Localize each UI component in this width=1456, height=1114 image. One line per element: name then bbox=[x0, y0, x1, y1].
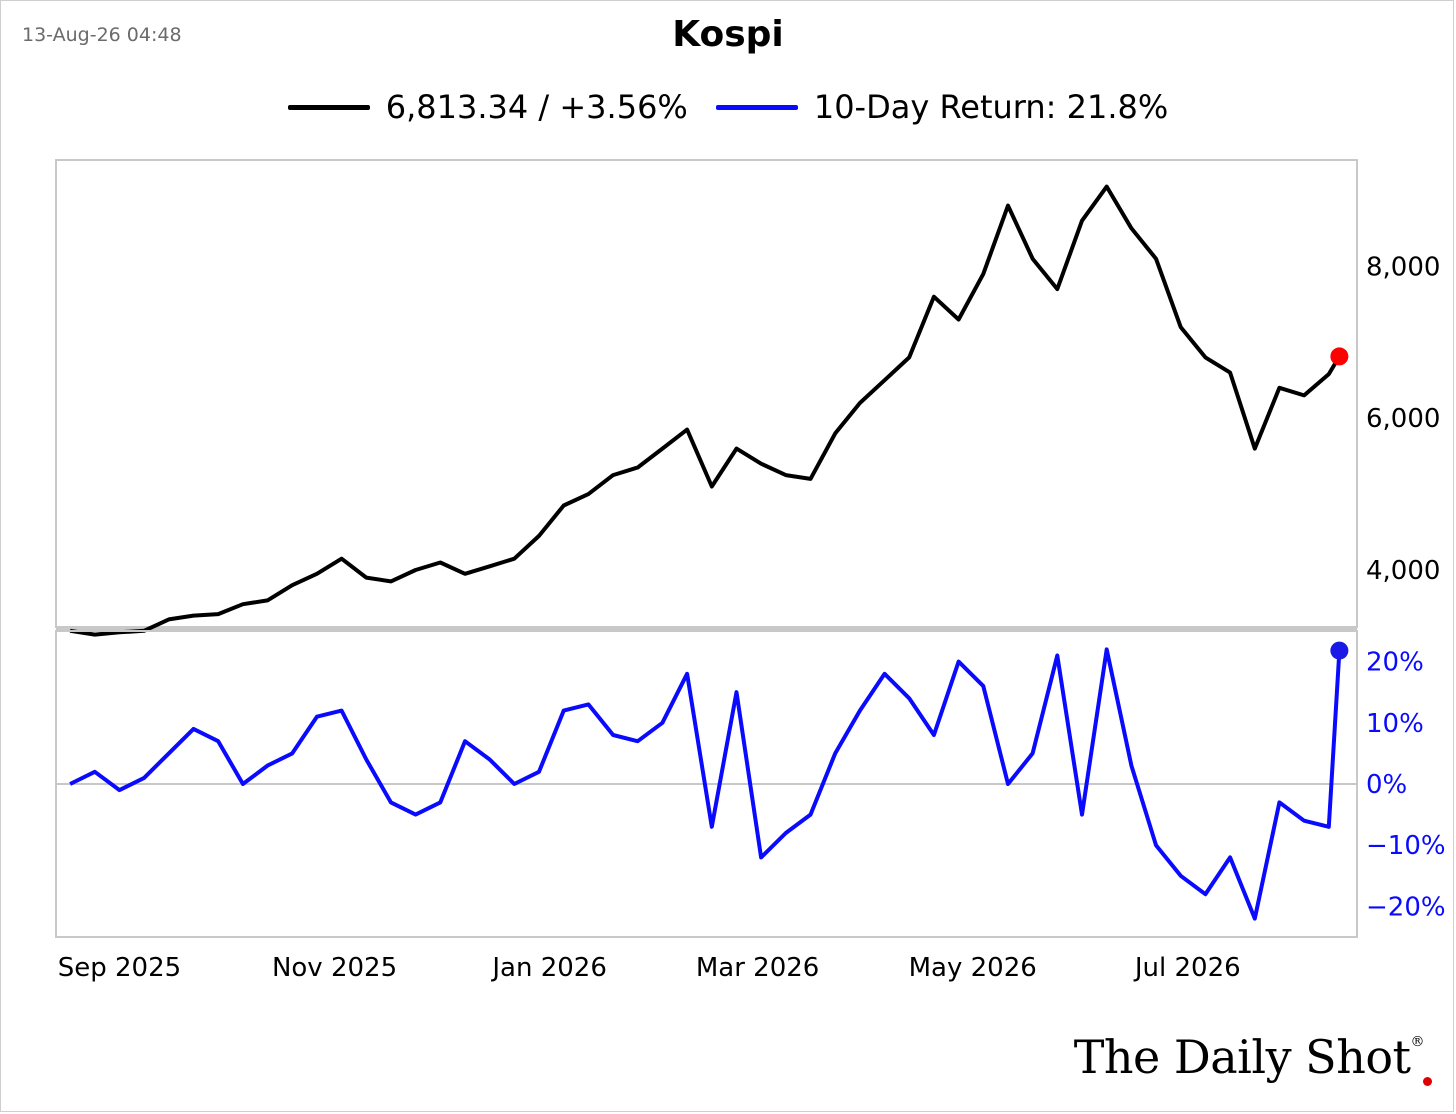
x-tick-label: May 2026 bbox=[909, 953, 1037, 983]
timestamp: 13-Aug-26 04:48 bbox=[22, 24, 182, 46]
legend-label-price: 6,813.34 / +3.56% bbox=[385, 88, 688, 126]
return-series-line bbox=[69, 647, 1342, 921]
legend: 6,813.34 / +3.56% 10-Day Return: 21.8% bbox=[0, 88, 1456, 126]
chart-title: Kospi bbox=[672, 14, 784, 55]
return-panel: 20% 10% 0% −10% −20% bbox=[55, 630, 1446, 938]
logo-dot-icon bbox=[1423, 1077, 1432, 1086]
price-y-tick-label: 6,000 bbox=[1366, 404, 1440, 434]
x-tick-label: Jan 2026 bbox=[490, 953, 607, 983]
price-y-tick-label: 8,000 bbox=[1366, 252, 1440, 282]
legend-item-return: 10-Day Return: 21.8% bbox=[715, 88, 1169, 126]
x-tick-label: Mar 2026 bbox=[696, 953, 820, 983]
price-last-point bbox=[1330, 347, 1349, 366]
price-y-tick-label: 4,000 bbox=[1366, 556, 1440, 586]
legend-swatch-return bbox=[715, 104, 798, 110]
logo: The Daily Shot® bbox=[1073, 1030, 1432, 1086]
return-y-tick-label: −10% bbox=[1366, 831, 1446, 861]
x-tick-label: Sep 2025 bbox=[58, 953, 181, 983]
logo-registered-mark: ® bbox=[1410, 1034, 1425, 1050]
return-y-tick-label: 20% bbox=[1366, 648, 1424, 678]
price-series-line bbox=[69, 184, 1342, 637]
legend-swatch-price bbox=[287, 104, 370, 110]
legend-label-return: 10-Day Return: 21.8% bbox=[813, 88, 1169, 126]
legend-item-price: 6,813.34 / +3.56% bbox=[287, 88, 688, 126]
return-last-point bbox=[1330, 641, 1349, 660]
x-axis: Sep 2025 Nov 2025 Jan 2026 Mar 2026 May 2026… bbox=[58, 953, 1241, 983]
price-panel: 4,000 6,000 8,000 bbox=[55, 159, 1440, 637]
return-y-tick-label: 0% bbox=[1366, 770, 1407, 800]
return-y-tick-label: −20% bbox=[1366, 892, 1446, 922]
return-y-tick-label: 10% bbox=[1366, 709, 1424, 739]
x-tick-label: Nov 2025 bbox=[272, 953, 397, 983]
x-tick-label: Jul 2026 bbox=[1133, 953, 1241, 983]
price-panel-border bbox=[55, 159, 1358, 628]
logo-text: The Daily Shot bbox=[1073, 1030, 1411, 1084]
